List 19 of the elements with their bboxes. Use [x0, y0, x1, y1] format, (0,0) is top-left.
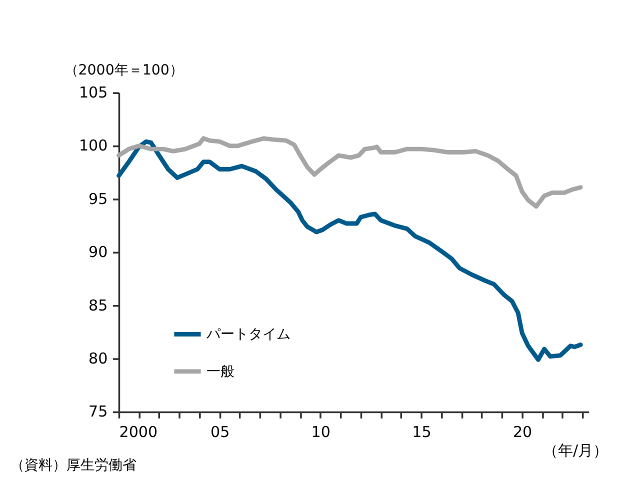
x-tick-label: 05 — [210, 423, 230, 442]
y-tick-label: 100 — [78, 136, 108, 155]
text: （資料）厚生労働省 — [10, 457, 137, 474]
legend-label: パートタイム — [206, 326, 291, 343]
y-tick-label: 105 — [78, 84, 108, 102]
legend-label: 一般 — [206, 364, 235, 380]
y-tick-label: 80 — [88, 349, 108, 368]
line-series — [116, 136, 583, 209]
line-series — [116, 139, 583, 362]
y-tick-label: 85 — [88, 296, 108, 314]
y-axis-title: （2000年＝100） — [64, 62, 184, 78]
y-tick-label: 75 — [88, 402, 108, 421]
x-tick-label: 15 — [412, 423, 432, 442]
y-tick-label: 95 — [88, 190, 108, 208]
y-tick-label: 90 — [88, 243, 108, 262]
x-axis-title: （年/月） — [542, 442, 608, 460]
x-tick-label: 2000 — [119, 423, 158, 442]
x-tick-label: 20 — [512, 423, 532, 442]
x-tick-label: 10 — [311, 423, 330, 442]
